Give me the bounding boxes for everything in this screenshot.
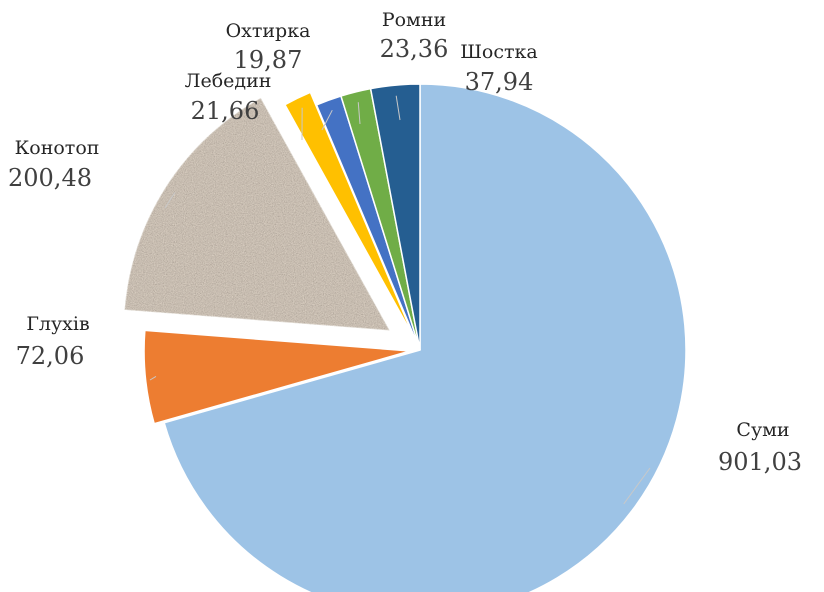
leader-line	[149, 375, 157, 381]
leader-lines	[149, 95, 651, 505]
pie-slices	[123, 83, 687, 592]
leader-line	[623, 467, 651, 505]
slice-labels: Суми 901,03 Глухів 72,06 Конотоп 200,48 Лебеди…	[8, 9, 802, 476]
leader-line	[357, 102, 361, 125]
pie-slice-1	[163, 83, 687, 592]
pie-slice-7	[369, 83, 421, 351]
slice-value-label: 19,87	[234, 46, 303, 74]
slice-category-label: Глухів	[26, 313, 89, 335]
leader-line	[395, 95, 401, 121]
pie-slice-texture	[124, 97, 390, 331]
slice-value-label: 23,36	[380, 35, 449, 63]
slice-category-label: Конотоп	[15, 137, 100, 159]
slice-category-label: Охтирка	[226, 20, 311, 42]
slice-category-label: Шостка	[460, 41, 537, 63]
slice-value-label: 901,03	[718, 448, 802, 476]
leader-line	[164, 192, 176, 209]
slice-category-label: Лебедин	[185, 70, 272, 92]
slice-value-label: 200,48	[8, 164, 92, 192]
slice-value-label: 21,66	[191, 97, 260, 125]
leader-line	[321, 109, 333, 131]
slice-value-label: 37,94	[465, 68, 534, 96]
slice-category-label: Суми	[736, 419, 789, 441]
pie-slice-2	[143, 329, 411, 425]
pie-slice-4	[283, 91, 415, 338]
slice-category-label: Ромни	[382, 9, 446, 31]
slice-value-label: 72,06	[16, 342, 85, 370]
